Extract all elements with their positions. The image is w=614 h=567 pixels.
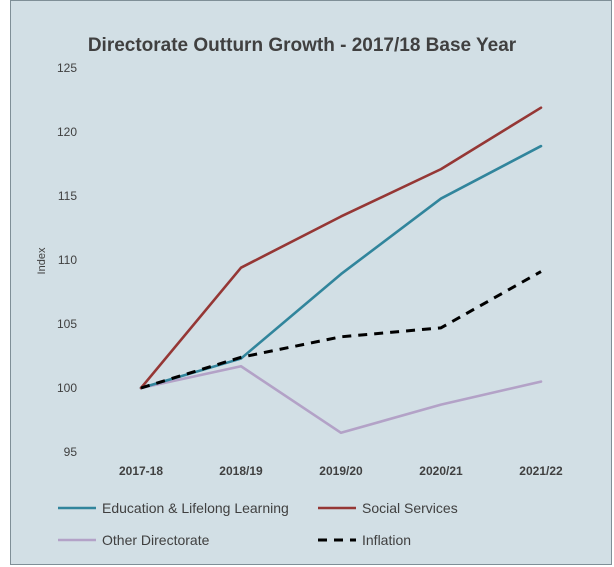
- legend-label: Other Directorate: [102, 532, 210, 548]
- y-tick-label: 100: [57, 381, 77, 395]
- x-tick-label: 2017-18: [119, 464, 163, 478]
- y-tick-label: 120: [57, 125, 77, 139]
- series-line-other-directorate: [139, 364, 543, 435]
- y-axis-label: Index: [36, 247, 48, 274]
- y-tick-label: 105: [57, 317, 77, 331]
- legend-label: Social Services: [362, 500, 458, 516]
- x-tick-label: 2019/20: [319, 464, 363, 478]
- y-tick-label: 110: [58, 253, 77, 267]
- x-tick-label: 2021/22: [519, 464, 563, 478]
- series-line-social-services: [139, 106, 543, 390]
- chart-title: Directorate Outturn Growth - 2017/18 Bas…: [88, 35, 517, 56]
- chart-area: [10, 0, 612, 565]
- legend-label: Inflation: [362, 532, 411, 548]
- series-line-inflation: [140, 270, 542, 390]
- legend-label: Education & Lifelong Learning: [102, 500, 289, 516]
- y-tick-label: 125: [57, 61, 77, 75]
- series-line-education-lifelong-learning: [139, 144, 543, 390]
- x-tick-label: 2020/21: [419, 464, 463, 478]
- y-tick-label: 115: [58, 189, 77, 203]
- y-tick-label: 95: [64, 445, 78, 459]
- x-tick-label: 2018/19: [219, 464, 263, 478]
